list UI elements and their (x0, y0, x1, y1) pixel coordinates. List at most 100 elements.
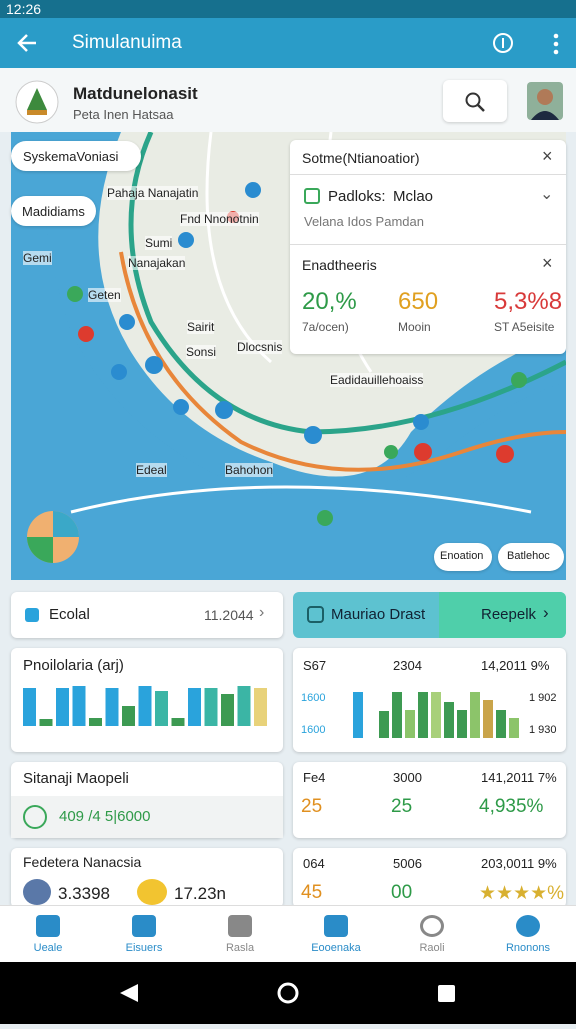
map-label: Fnd Nnonotnin (180, 212, 259, 226)
stat-value: 20,% (302, 288, 357, 315)
card-title: Pnoilolaria (arj) (23, 657, 124, 674)
card-header: 141,2011 7% (481, 770, 557, 785)
button-label: Enoation (440, 550, 484, 562)
nav-label: Eisuers (125, 942, 163, 954)
app-bar: Simulanuima (0, 18, 576, 68)
map-label: Geten (88, 288, 121, 302)
map-label: Sumi (145, 236, 173, 250)
nav-label: Ueale (33, 942, 63, 954)
header: Matdunelonasit Peta Inen Hatsaa (0, 68, 576, 132)
chevron: › (543, 603, 549, 622)
clock: 12:26 (6, 1, 42, 17)
map-button[interactable]: Batlehoc (498, 543, 564, 571)
map-label: Dlocsnis (237, 340, 283, 354)
bar (188, 688, 201, 726)
map-button[interactable]: Enoation (434, 543, 492, 571)
bar (171, 718, 185, 726)
chart-card: S67 2304 14,2011 9% 1600 1600 1 902 1 93… (293, 648, 566, 752)
nav-item[interactable]: Eooenaka (296, 906, 376, 963)
nav-icon (324, 915, 348, 937)
logo (15, 80, 59, 124)
map-label: Sonsi (186, 345, 217, 359)
nav-item[interactable]: Eisuers (104, 906, 184, 963)
bar (457, 710, 467, 738)
stat-value: 5,3%8 (494, 288, 563, 315)
card-row: 409 /4 5|6000 (11, 796, 283, 838)
bar (431, 692, 441, 738)
stat-label: ST A5eisite (494, 320, 555, 334)
nav-icon (132, 915, 156, 937)
nav-label: Rasla (225, 942, 255, 954)
stat-label: Mooin (398, 320, 431, 334)
bar (405, 710, 415, 738)
summary-card[interactable]: Ecolal 11.2044 › (11, 592, 283, 638)
close-button[interactable]: × (542, 146, 553, 166)
map-pins-green (67, 286, 527, 526)
map-label: Edeal (136, 463, 167, 477)
chevron: › (259, 604, 265, 621)
chip-label: SyskemaVoniasi (23, 149, 119, 164)
bar (155, 691, 168, 726)
nav-label: Eooenaka (311, 942, 361, 954)
card-value: 00 (391, 882, 413, 903)
search-icon (465, 92, 485, 112)
back-button[interactable] (16, 32, 40, 54)
stat-value: 650 (398, 288, 439, 315)
status-bar: 12:26 (0, 0, 576, 18)
item-label: Padloks: (328, 188, 386, 205)
action-bar[interactable]: Mauriao Drast Reepelk › (293, 592, 566, 638)
map-compass (27, 511, 79, 563)
map-pins-red (78, 211, 514, 463)
item-value: 3.3398 (58, 884, 110, 903)
bar (39, 719, 53, 726)
back-key[interactable] (120, 984, 138, 1002)
nav-item[interactable]: Rnonons (488, 906, 568, 963)
recents-key[interactable] (438, 985, 455, 1002)
bar (444, 702, 454, 738)
app-title: Simulanuima (72, 32, 182, 53)
divider (290, 244, 566, 245)
nav-item[interactable]: Raoli (392, 906, 472, 963)
avatar[interactable] (527, 82, 563, 120)
section-title: Enadtheeris (302, 257, 377, 273)
header-subtitle: Peta Inen Hatsaa (73, 107, 174, 122)
card-header: S67 (303, 658, 327, 673)
popup-title: Sotme(Ntianoatior) (302, 150, 420, 166)
info-button[interactable] (492, 32, 514, 54)
bar (237, 686, 251, 726)
nav-icon (228, 915, 252, 937)
card-value: 25 (391, 796, 413, 817)
map-label: Sairit (187, 320, 215, 334)
bar (105, 688, 119, 726)
map-label: Nanajakan (128, 256, 186, 270)
home-key[interactable] (277, 982, 299, 1004)
expand-button[interactable]: ⌄ (540, 186, 554, 203)
card-header: 064 (303, 856, 325, 871)
bar (138, 686, 152, 726)
map-chip[interactable]: Madidiams (11, 196, 96, 226)
nav-item[interactable]: Rasla (200, 906, 280, 963)
header-title: Matdunelonasit (73, 84, 198, 103)
nav-item[interactable]: Ueale (8, 906, 88, 963)
status-ring (23, 805, 47, 829)
axis-label: 1600 (301, 724, 326, 736)
bar (89, 718, 102, 726)
bar (353, 692, 363, 738)
action-button[interactable]: Reepelk › (439, 592, 566, 638)
chip-label: Madidiams (22, 204, 85, 219)
axis-label: 1600 (301, 692, 326, 704)
map-chip[interactable]: SyskemaVoniasi (11, 141, 141, 171)
stat-card: 064 5006 203,0011 9% 45 00 ★★★★% (293, 848, 566, 908)
card-header: 5006 (393, 856, 422, 871)
item-value: Mclao (393, 188, 434, 205)
card-title: Sitanaji Maopeli (23, 770, 129, 787)
nav-icon (516, 915, 540, 937)
bar (254, 688, 267, 726)
axis-label: 1 902 (529, 692, 557, 704)
menu-button[interactable] (552, 32, 560, 56)
nav-label: Rnonons (505, 942, 551, 954)
map-label: Pahaja Nanajatin (107, 186, 199, 200)
close-button[interactable]: × (542, 253, 553, 273)
search-button[interactable] (443, 80, 507, 122)
